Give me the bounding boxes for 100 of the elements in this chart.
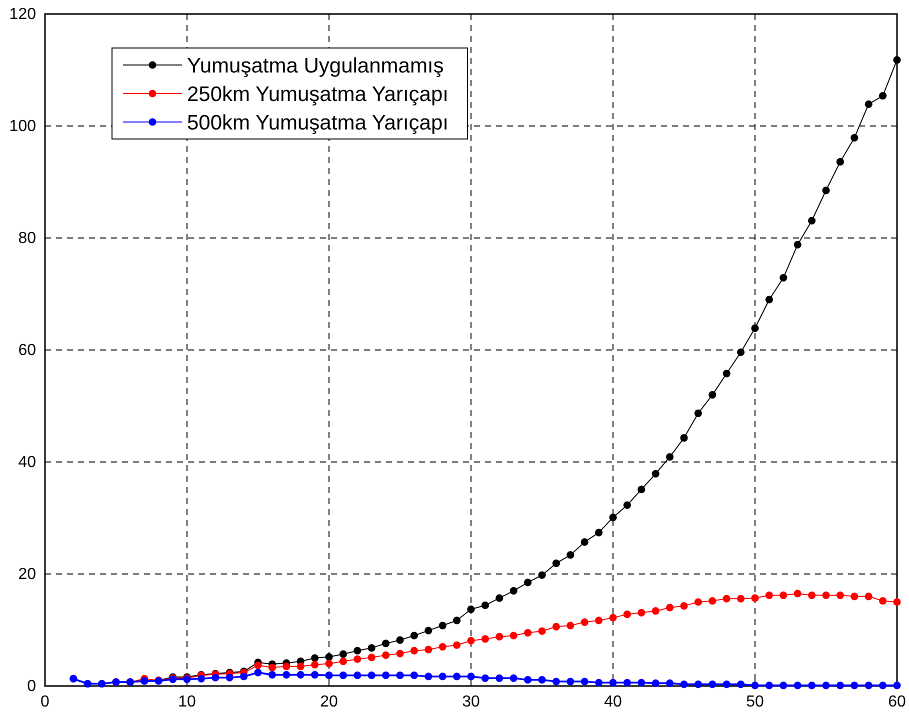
point [296,662,304,670]
point [481,635,489,643]
point [382,672,390,680]
point [396,636,404,644]
point [396,650,404,658]
point [879,597,887,605]
point [822,591,830,600]
point [850,682,858,690]
point [666,679,674,687]
point [311,654,319,662]
point [424,672,432,680]
point [538,676,546,684]
point [254,668,262,676]
point [382,640,390,648]
point [438,622,446,630]
y-tick-label: 120 [9,6,36,24]
point [339,650,347,658]
point [609,514,617,522]
point [354,655,362,663]
point [467,636,475,644]
point [453,641,461,649]
point [708,597,716,605]
point [609,678,617,686]
point [765,296,773,304]
point [240,672,248,680]
point [538,571,546,579]
point [836,158,844,166]
point [694,409,702,418]
point [524,629,532,637]
point [453,672,461,680]
point [268,671,276,679]
point [722,680,730,688]
point [524,578,532,586]
point [808,682,816,690]
point [794,590,802,598]
point [722,594,730,602]
point [765,682,773,690]
point [765,591,773,600]
point [652,679,660,687]
point [737,594,745,602]
point [325,672,333,680]
point [737,680,745,688]
point [893,56,901,64]
point [368,672,376,680]
point [580,618,588,626]
point [652,607,660,615]
point [396,672,404,680]
x-tick-label: 60 [888,693,906,710]
point [708,391,716,399]
point [354,646,362,655]
point [212,674,220,682]
y-tick-label: 20 [18,566,36,584]
point [339,658,347,666]
point [623,501,631,509]
point [694,680,702,688]
point [638,608,646,616]
point [780,274,788,282]
point [368,644,376,652]
point [510,587,518,595]
point [864,682,872,690]
point [879,92,887,100]
point [638,678,646,686]
point [680,602,688,610]
point [481,602,489,610]
point [226,674,234,682]
point [410,632,418,640]
point [524,676,532,684]
point [666,604,674,612]
point [552,678,560,686]
point [496,594,504,602]
point [268,664,276,672]
point [808,216,816,224]
point [467,672,475,680]
point [708,680,716,688]
y-tick-label: 100 [9,118,36,136]
point [864,100,872,108]
point [822,682,830,690]
point [623,610,631,618]
point [354,672,362,680]
point [566,551,574,559]
point [382,651,390,659]
point [638,486,646,494]
point [254,661,262,670]
point [339,672,347,680]
point [595,616,603,624]
point [424,646,432,654]
point [282,662,290,670]
point [438,643,446,651]
y-tick-label: 80 [18,230,36,248]
point [510,632,518,640]
y-tick-label: 60 [18,342,36,360]
point [808,591,816,600]
y-tick-label: 0 [27,678,36,696]
legend-label: 500km Yumuşatma Yarıçapı [187,112,448,134]
point [836,682,844,690]
point [453,616,461,624]
point [694,598,702,606]
point [311,671,319,679]
point [580,678,588,686]
point [424,626,432,634]
